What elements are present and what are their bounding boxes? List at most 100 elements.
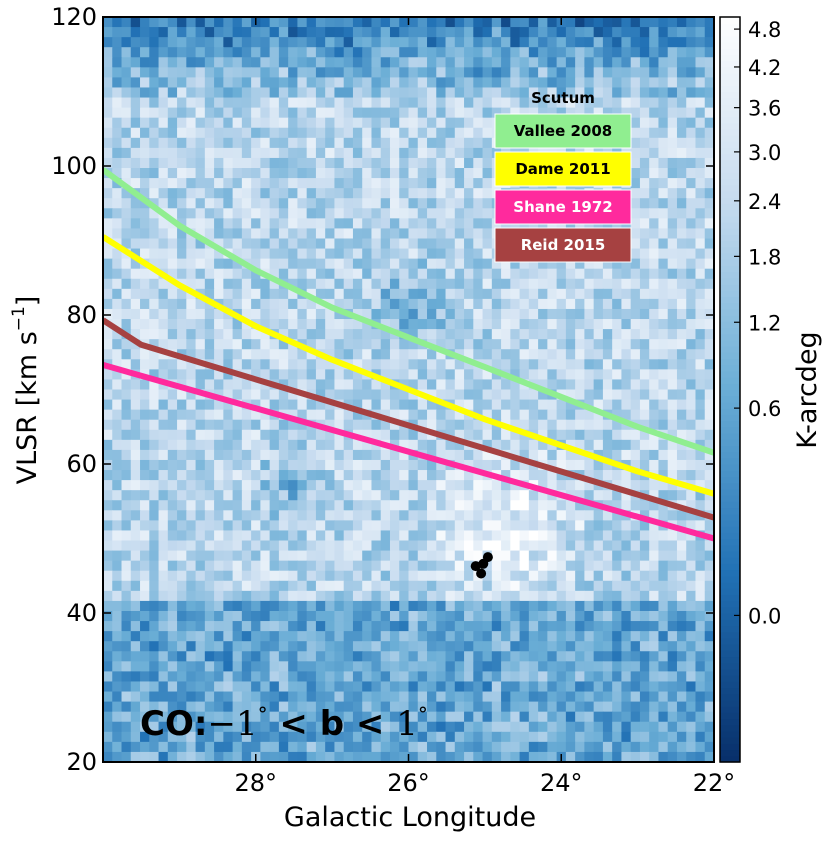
heatmap-cell — [352, 641, 363, 652]
heatmap-cell — [149, 208, 160, 219]
heatmap-cell — [251, 691, 261, 703]
heatmap-cell — [658, 389, 669, 401]
heatmap-cell — [112, 671, 123, 683]
heatmap-cell — [214, 711, 224, 723]
heatmap-cell — [593, 57, 604, 68]
heatmap-cell — [667, 17, 678, 28]
heatmap-cell — [232, 711, 243, 723]
heatmap-cell — [427, 600, 437, 612]
heatmap-cell — [612, 429, 623, 441]
heatmap-cell — [676, 17, 687, 28]
heatmap-cell — [649, 721, 660, 733]
heatmap-cell — [315, 238, 326, 250]
heatmap-cell — [325, 409, 336, 421]
heatmap-cell — [186, 147, 197, 159]
heatmap-cell — [130, 470, 141, 481]
heatmap-cell — [676, 419, 687, 431]
heatmap-cell — [306, 67, 317, 79]
heatmap-cell — [112, 157, 123, 169]
heatmap-cell — [371, 359, 382, 370]
heatmap-cell — [223, 449, 234, 461]
heatmap-cell — [593, 600, 604, 612]
heatmap-cell — [630, 188, 641, 199]
heatmap-cell — [103, 188, 113, 199]
heatmap-cell — [538, 671, 548, 683]
heatmap-cell — [149, 127, 160, 139]
colorbar-gradient — [720, 17, 740, 763]
heatmap-cell — [593, 731, 604, 743]
heatmap-cell — [649, 298, 660, 310]
heatmap-cell — [658, 701, 669, 713]
heatmap-cell — [593, 399, 604, 411]
heatmap-cell — [140, 651, 150, 662]
heatmap-cell — [501, 429, 511, 441]
heatmap-cell — [306, 439, 317, 451]
heatmap-cell — [408, 631, 419, 642]
heatmap-cell — [167, 147, 178, 159]
heatmap-cell — [399, 319, 410, 330]
heatmap-cell — [167, 37, 178, 48]
heatmap-cell — [112, 248, 123, 260]
heatmap-cell — [621, 500, 632, 511]
heatmap-cell — [130, 590, 141, 602]
heatmap-cell — [538, 520, 548, 532]
heatmap-cell — [704, 621, 714, 632]
heatmap-cell — [658, 550, 669, 562]
heatmap-cell — [121, 188, 132, 199]
heatmap-cell — [630, 671, 641, 683]
heatmap-cell — [380, 37, 391, 48]
heatmap-cell — [639, 178, 650, 189]
heatmap-cell — [352, 701, 363, 713]
heatmap-cell — [630, 369, 641, 381]
heatmap-cell — [195, 550, 206, 562]
heatmap-cell — [389, 429, 400, 441]
heatmap-cell — [232, 107, 243, 119]
heatmap-cell — [325, 107, 336, 119]
heatmap-cell — [103, 379, 113, 391]
heatmap-cell — [575, 77, 585, 89]
heatmap-cell — [362, 600, 373, 612]
heatmap-cell — [427, 651, 437, 662]
heatmap-cell — [158, 117, 169, 129]
heatmap-cell — [380, 711, 391, 723]
heatmap-cell — [658, 248, 669, 260]
heatmap-cell — [676, 550, 687, 562]
heatmap-cell — [399, 77, 410, 89]
heatmap-cell — [510, 610, 521, 622]
heatmap-cell — [177, 741, 187, 753]
heatmap-cell — [177, 439, 187, 451]
heatmap-cell — [167, 329, 178, 340]
heatmap-cell — [177, 651, 187, 662]
heatmap-cell — [306, 238, 317, 250]
heatmap-cell — [667, 228, 678, 240]
heatmap-cell — [649, 228, 660, 240]
heatmap-cell — [103, 409, 113, 421]
heatmap-cell — [334, 560, 345, 572]
heatmap-cell — [371, 500, 382, 511]
heatmap-cell — [380, 419, 391, 431]
heatmap-cell — [260, 701, 271, 713]
heatmap-cell — [501, 379, 511, 391]
colorbar-stripe — [720, 712, 740, 720]
heatmap-cell — [352, 278, 363, 290]
heatmap-cell — [436, 641, 447, 652]
heatmap-cell — [158, 741, 169, 753]
heatmap-cell — [149, 480, 160, 491]
heatmap-cell — [343, 449, 354, 461]
heatmap-cell — [491, 97, 502, 109]
heatmap-cell — [269, 610, 280, 622]
heatmap-cell — [315, 178, 326, 189]
heatmap-cell — [408, 57, 419, 68]
heatmap-cell — [130, 268, 141, 280]
heatmap-cell — [667, 681, 678, 693]
heatmap-cell — [297, 721, 308, 733]
heatmap-cell — [380, 540, 391, 552]
heatmap-cell — [269, 77, 280, 89]
legend-entry-label: Vallee 2008 — [514, 122, 613, 140]
heatmap-cell — [130, 238, 141, 250]
heatmap-cell — [482, 107, 493, 119]
heatmap-cell — [343, 691, 354, 703]
heatmap-cell — [667, 409, 678, 421]
heatmap-cell — [612, 741, 623, 753]
heatmap-cell — [445, 329, 456, 340]
